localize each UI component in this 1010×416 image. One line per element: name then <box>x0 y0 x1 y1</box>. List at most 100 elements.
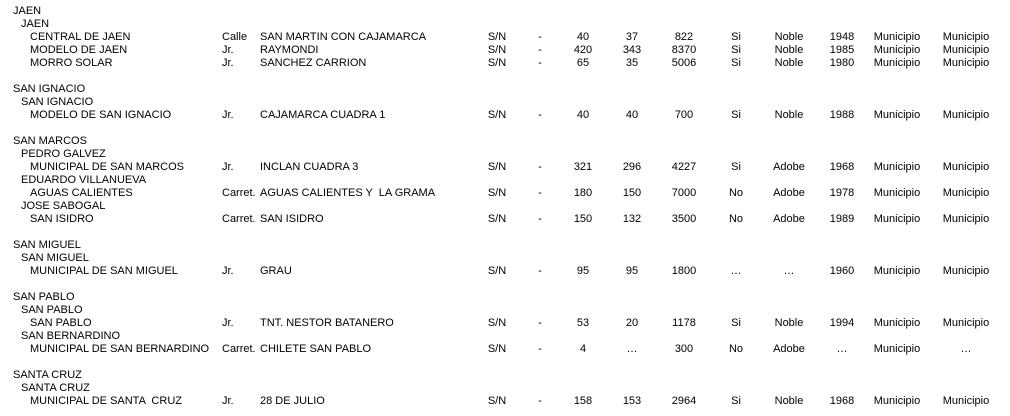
district-row: JOSE SABOGAL <box>13 200 1010 213</box>
value-cell-2: 37 <box>625 31 639 43</box>
value-cell-2: 132 <box>622 213 642 225</box>
value-cell-3: 300 <box>674 343 694 355</box>
admin-cell-1: Municipio <box>873 161 921 173</box>
province-label: SAN MIGUEL <box>13 239 81 251</box>
road-name-cell: INCLAN CUADRA 3 <box>260 161 359 173</box>
dash-cell: - <box>538 44 542 56</box>
dash-cell: - <box>538 213 542 225</box>
number-cell: S/N <box>487 395 507 407</box>
admin-cell-2: Municipio <box>942 317 990 329</box>
road-name-cell: CHILETE SAN PABLO <box>260 343 372 355</box>
admin-cell-1: Municipio <box>873 395 921 407</box>
province-label: JAEN <box>13 5 42 17</box>
admin-cell-2: Municipio <box>942 265 990 277</box>
year-cell: 1985 <box>829 44 855 56</box>
road-name-cell: SAN MARTIN CON CAJAMARCA <box>260 31 427 43</box>
market-row: MUNICIPAL DE SAN BERNARDINO Carret. CHILET… <box>13 343 1010 356</box>
flag-cell: Si <box>731 31 741 43</box>
flag-cell: Si <box>731 161 741 173</box>
district-label: SAN PABLO <box>21 304 83 316</box>
road-name-cell: AGUAS CALIENTES Y LA GRAMA <box>260 187 436 199</box>
province-row: SAN PABLO <box>13 291 1010 304</box>
name-cell: MODELO DE SAN IGNACIO <box>30 109 172 121</box>
spacer-row <box>13 278 1010 291</box>
road-type-cell: Jr. <box>222 57 234 69</box>
value-cell-2: 20 <box>625 317 639 329</box>
dash-cell: - <box>538 395 542 407</box>
dash-cell: - <box>538 161 542 173</box>
value-cell-1: 4 <box>579 343 587 355</box>
year-cell: 1988 <box>829 109 855 121</box>
district-label: SAN BERNARDINO <box>21 330 121 342</box>
market-row: MODELO DE SAN IGNACIO Jr. CAJAMARCA CUADRA… <box>13 109 1010 122</box>
value-cell-3: 4227 <box>671 161 697 173</box>
admin-cell-1: Municipio <box>873 31 921 43</box>
province-label: SAN PABLO <box>13 291 75 303</box>
material-cell: Noble <box>774 57 804 69</box>
district-label: SANTA CRUZ <box>21 382 90 394</box>
district-label: SAN MIGUEL <box>21 252 89 264</box>
admin-cell-2: Municipio <box>942 395 990 407</box>
value-cell-3: 8370 <box>671 44 697 56</box>
number-cell: S/N <box>487 44 507 56</box>
number-cell: S/N <box>487 31 507 43</box>
district-row: JAEN <box>13 18 1010 31</box>
district-row: EDUARDO VILLANUEVA <box>13 174 1010 187</box>
admin-cell-2: … <box>960 343 972 355</box>
flag-cell: Si <box>731 395 741 407</box>
name-cell: MORRO SOLAR <box>30 57 113 69</box>
road-type-cell: Jr. <box>222 161 234 173</box>
admin-cell-2: Municipio <box>942 44 990 56</box>
number-cell: S/N <box>487 109 507 121</box>
district-label: JAEN <box>21 18 50 30</box>
market-row: MUNICIPAL DE SANTA CRUZ Jr. 28 DE JULIO S/N… <box>13 395 1010 408</box>
value-cell-1: 158 <box>573 395 593 407</box>
admin-cell-1: Municipio <box>873 109 921 121</box>
name-cell: AGUAS CALIENTES <box>30 187 133 199</box>
number-cell: S/N <box>487 187 507 199</box>
road-name-cell: SANCHEZ CARRION <box>260 57 367 69</box>
value-cell-3: 700 <box>674 109 694 121</box>
year-cell: 1960 <box>829 265 855 277</box>
spacer-row <box>13 70 1010 83</box>
province-label: SAN MARCOS <box>13 135 87 147</box>
material-cell: Adobe <box>773 343 805 355</box>
market-row: MUNICIPAL DE SAN MARCOS Jr. INCLAN CUADRA … <box>13 161 1010 174</box>
year-cell: … <box>836 343 848 355</box>
value-cell-1: 65 <box>576 57 590 69</box>
dash-cell: - <box>538 57 542 69</box>
market-row: MODELO DE JAEN Jr. RAYMONDI S/N - 420 343 8370 S… <box>13 44 1010 57</box>
material-cell: Noble <box>774 44 804 56</box>
district-label: EDUARDO VILLANUEVA <box>21 174 147 186</box>
dash-cell: - <box>538 187 542 199</box>
dash-cell: - <box>538 31 542 43</box>
value-cell-3: 3500 <box>671 213 697 225</box>
name-cell: MUNICIPAL DE SAN MARCOS <box>30 161 185 173</box>
name-cell: MUNICIPAL DE SAN BERNARDINO <box>30 343 210 355</box>
district-row: SAN BERNARDINO <box>13 330 1010 343</box>
value-cell-3: 822 <box>674 31 694 43</box>
province-row: SANTA CRUZ <box>13 369 1010 382</box>
value-cell-1: 150 <box>573 213 593 225</box>
district-row: SAN PABLO <box>13 304 1010 317</box>
value-cell-2: 153 <box>622 395 642 407</box>
dash-cell: - <box>538 343 542 355</box>
dash-cell: - <box>538 317 542 329</box>
road-type-cell: Jr. <box>222 44 234 56</box>
flag-cell: Si <box>731 317 741 329</box>
number-cell: S/N <box>487 161 507 173</box>
value-cell-2: … <box>626 343 638 355</box>
value-cell-2: 35 <box>625 57 639 69</box>
name-cell: MUNICIPAL DE SANTA CRUZ <box>30 395 182 407</box>
value-cell-1: 321 <box>573 161 593 173</box>
road-type-cell: Carret. <box>222 187 256 199</box>
year-cell: 1980 <box>829 57 855 69</box>
material-cell: Noble <box>774 317 804 329</box>
year-cell: 1968 <box>829 395 855 407</box>
spacer-row <box>13 226 1010 239</box>
number-cell: S/N <box>487 57 507 69</box>
material-cell: Noble <box>774 109 804 121</box>
number-cell: S/N <box>487 213 507 225</box>
value-cell-3: 5006 <box>671 57 697 69</box>
